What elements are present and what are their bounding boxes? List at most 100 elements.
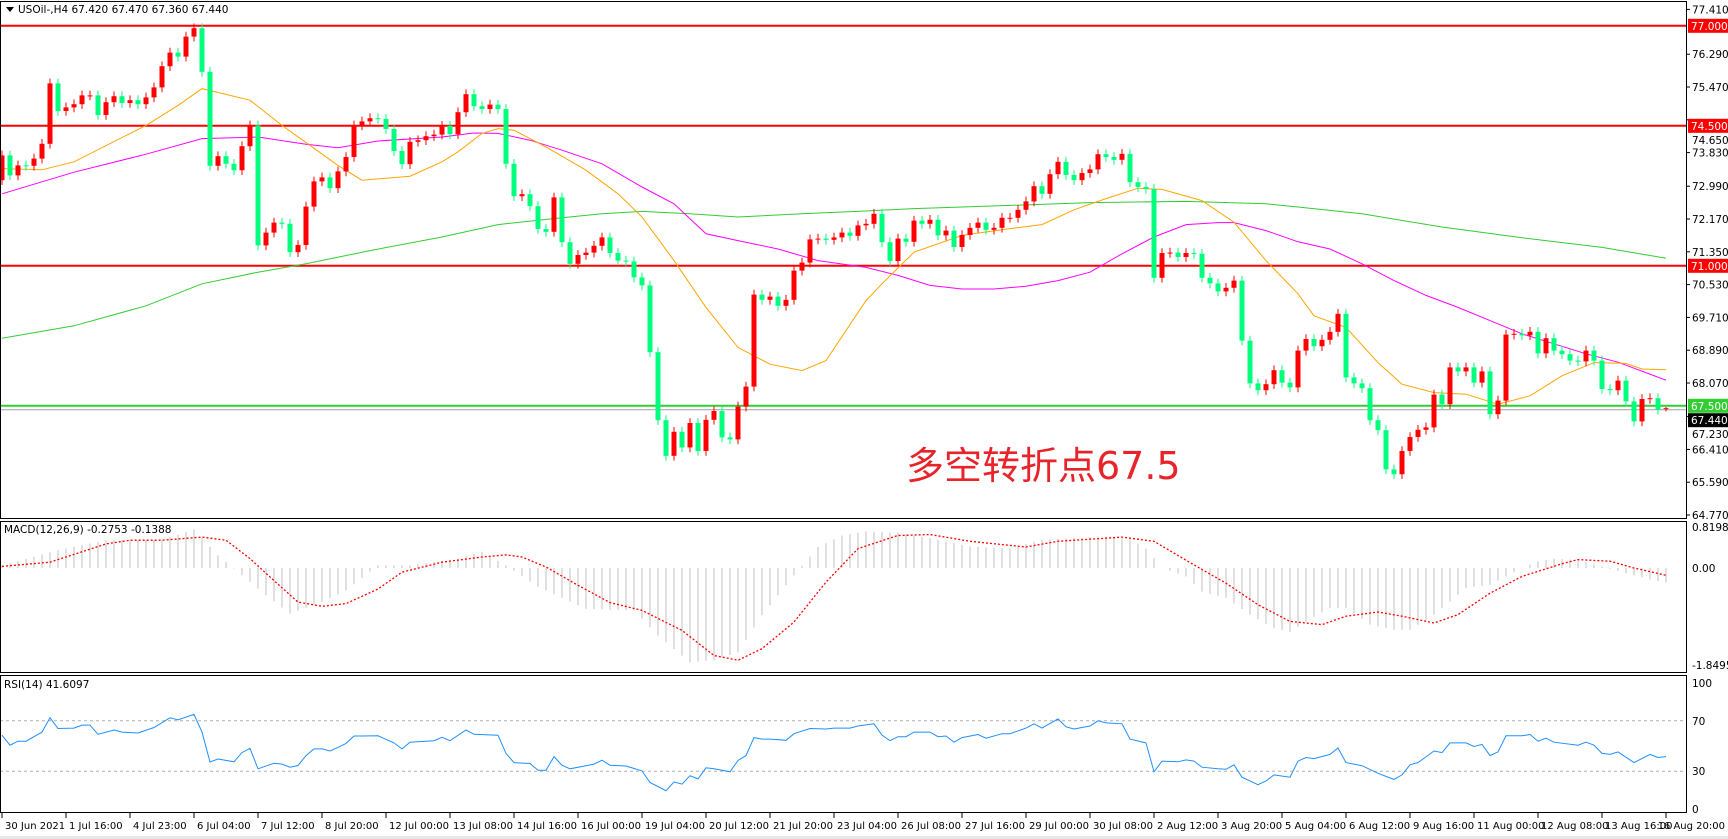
candle (39, 139, 45, 164)
candle-body (1591, 350, 1597, 361)
candle (1199, 249, 1205, 283)
candle-body (695, 423, 701, 451)
candle (223, 151, 229, 169)
candle (1087, 164, 1093, 178)
time-tick-label: 20 Jul 12:00 (709, 821, 769, 832)
candle-body (487, 104, 493, 109)
candle-body (1367, 388, 1373, 421)
candle-body (639, 277, 645, 286)
candle (607, 232, 613, 258)
time-tick-label: 30 Jul 08:00 (1093, 821, 1153, 832)
candle (1599, 355, 1605, 394)
candle-body (1207, 277, 1213, 284)
candle (287, 219, 293, 257)
candle (807, 234, 813, 268)
candle-body (583, 252, 589, 255)
candle-body (1215, 283, 1221, 292)
candle-body (1087, 169, 1093, 173)
candle (1311, 334, 1317, 351)
candle (375, 113, 381, 124)
candle (175, 47, 181, 62)
candle (1639, 394, 1645, 427)
candle (775, 291, 781, 311)
candle-body (1111, 157, 1117, 160)
time-tick-label: 6 Aug 12:00 (1349, 821, 1410, 832)
candle-body (119, 96, 125, 103)
candle (1255, 378, 1261, 395)
candle (823, 233, 829, 245)
candle-body (727, 437, 733, 440)
candle-body (663, 420, 669, 456)
candle-body (1071, 175, 1077, 181)
candle-body (1551, 338, 1557, 351)
candle (1567, 349, 1573, 366)
candle-body (1063, 161, 1069, 175)
candle (1623, 375, 1629, 407)
candle (1543, 333, 1549, 359)
candle-body (1423, 427, 1429, 430)
candle-body (631, 261, 637, 278)
candle (1535, 327, 1541, 359)
time-tick-label: 12 Jul 00:00 (389, 821, 449, 832)
candle-body (79, 95, 85, 105)
candle-body (1191, 253, 1197, 254)
candle (583, 247, 589, 260)
candle-body (239, 146, 245, 171)
candle-body (423, 136, 429, 141)
candle (671, 427, 677, 461)
candle-body (1527, 331, 1533, 336)
candle (599, 232, 605, 251)
candle-body (1007, 217, 1013, 219)
candle (1319, 335, 1325, 351)
candle-body (647, 285, 653, 353)
candle (1423, 422, 1429, 435)
price-tick-label: 66.410 (1692, 444, 1728, 456)
time-axis[interactable]: 30 Jun 2021 1 Jul 16:00 4 Jul 23:00 6 Jul 0… (1, 813, 1725, 832)
candle-body (855, 225, 861, 236)
candle (1151, 184, 1157, 283)
candle-body (927, 219, 933, 224)
candle-body (775, 296, 781, 306)
candle-body (375, 118, 381, 120)
candle (135, 95, 141, 109)
candle-body (1143, 187, 1149, 189)
candle (95, 90, 101, 120)
triangle-down-icon[interactable] (6, 7, 14, 12)
rsi-panel (0, 713, 1686, 792)
candle (1583, 345, 1589, 367)
time-tick-label: 14 Jul 16:00 (517, 821, 577, 832)
candle (47, 78, 53, 149)
candle (647, 280, 653, 357)
candle-body (1431, 394, 1437, 428)
level-71.000-label: 71.000 (1691, 261, 1728, 273)
candle (1215, 278, 1221, 297)
candle-body (943, 230, 949, 236)
candle-body (1303, 339, 1309, 351)
candle (327, 172, 333, 193)
candle-body (815, 238, 821, 240)
candle (111, 91, 117, 107)
candle-body (95, 95, 101, 115)
candle-body (823, 238, 829, 240)
candle-body (383, 119, 389, 129)
candle-body (751, 294, 757, 387)
candle-body (87, 95, 93, 97)
candle (711, 406, 717, 425)
candle (1335, 309, 1341, 337)
candle (703, 415, 709, 456)
candle (1631, 396, 1637, 427)
candle-body (847, 232, 853, 236)
candle-body (319, 177, 325, 182)
candle (391, 124, 397, 156)
candle-body (495, 104, 501, 109)
candle-body (1159, 253, 1165, 278)
candle (1591, 345, 1597, 366)
candle (199, 23, 205, 77)
candle (1511, 329, 1517, 340)
candle (791, 265, 797, 305)
candle (911, 215, 917, 247)
candle (383, 114, 389, 134)
candle-body (511, 163, 517, 197)
